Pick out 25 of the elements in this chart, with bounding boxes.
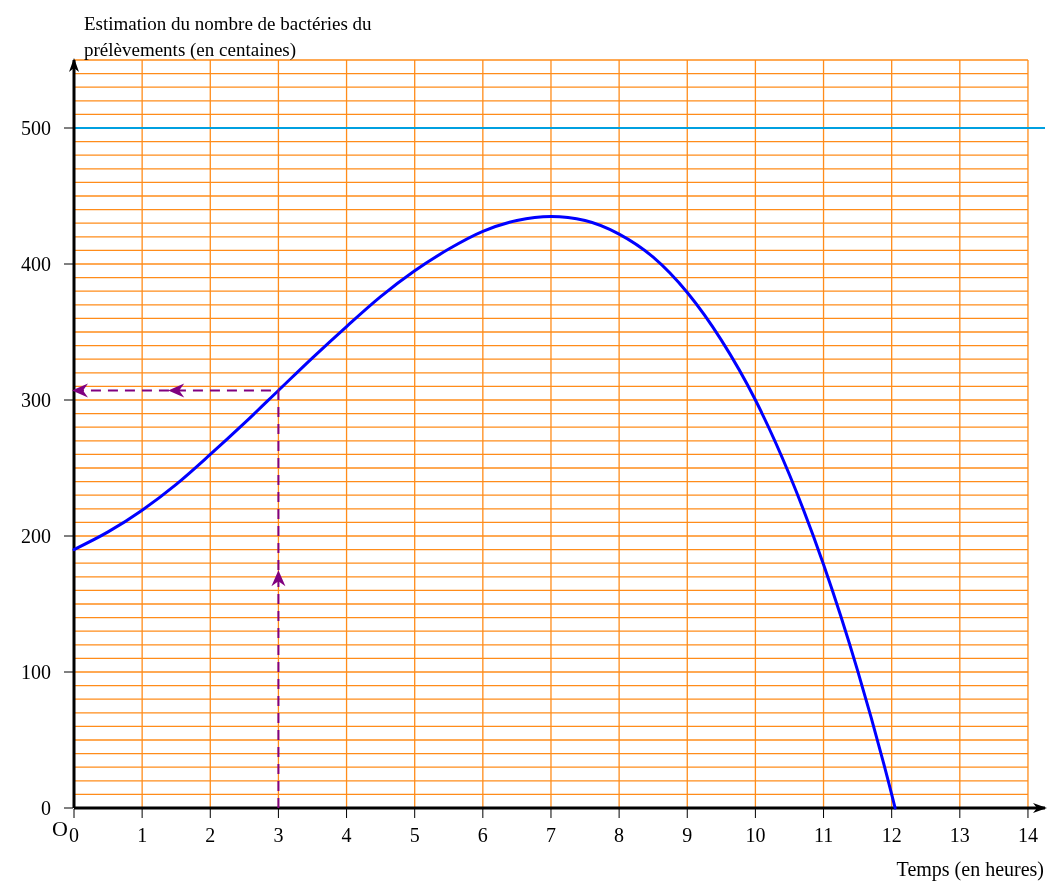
line-series	[72, 214, 897, 810]
x-tick-label: 5	[409, 824, 420, 846]
x-tick-label: 11	[813, 824, 834, 846]
x-tick-label: 14	[1017, 824, 1038, 846]
text: O	[52, 816, 68, 841]
x-tick-label: 0	[69, 824, 79, 846]
x-tick-label: 6	[477, 824, 488, 846]
x-axis-title: Temps (en heures)	[896, 858, 1044, 881]
y-tick-label: 200	[21, 525, 51, 547]
x-tick-label: 13	[949, 824, 970, 846]
x-tick-label: 1	[137, 824, 148, 846]
y-tick-label: 300	[21, 389, 51, 411]
y-axis-title: Estimation du nombre de bactéries du prélèvements (en centaines)	[84, 13, 373, 61]
y-tick-label: 500	[21, 117, 51, 139]
y-tick-label: 100	[21, 661, 51, 683]
x-tick-label: 8	[614, 824, 625, 846]
y-tick-label: 0	[41, 797, 51, 819]
x-tick-label: 3	[273, 824, 284, 846]
x-tick-label: 10	[745, 824, 766, 846]
x-tick-label: 7	[545, 824, 556, 846]
x-tick-label: 9	[682, 824, 693, 846]
x-tick-label: 12	[881, 824, 902, 846]
x-tick-label: 4	[341, 824, 352, 846]
y-tick-label: 400	[21, 253, 51, 275]
x-tick-label: 2	[205, 824, 216, 846]
